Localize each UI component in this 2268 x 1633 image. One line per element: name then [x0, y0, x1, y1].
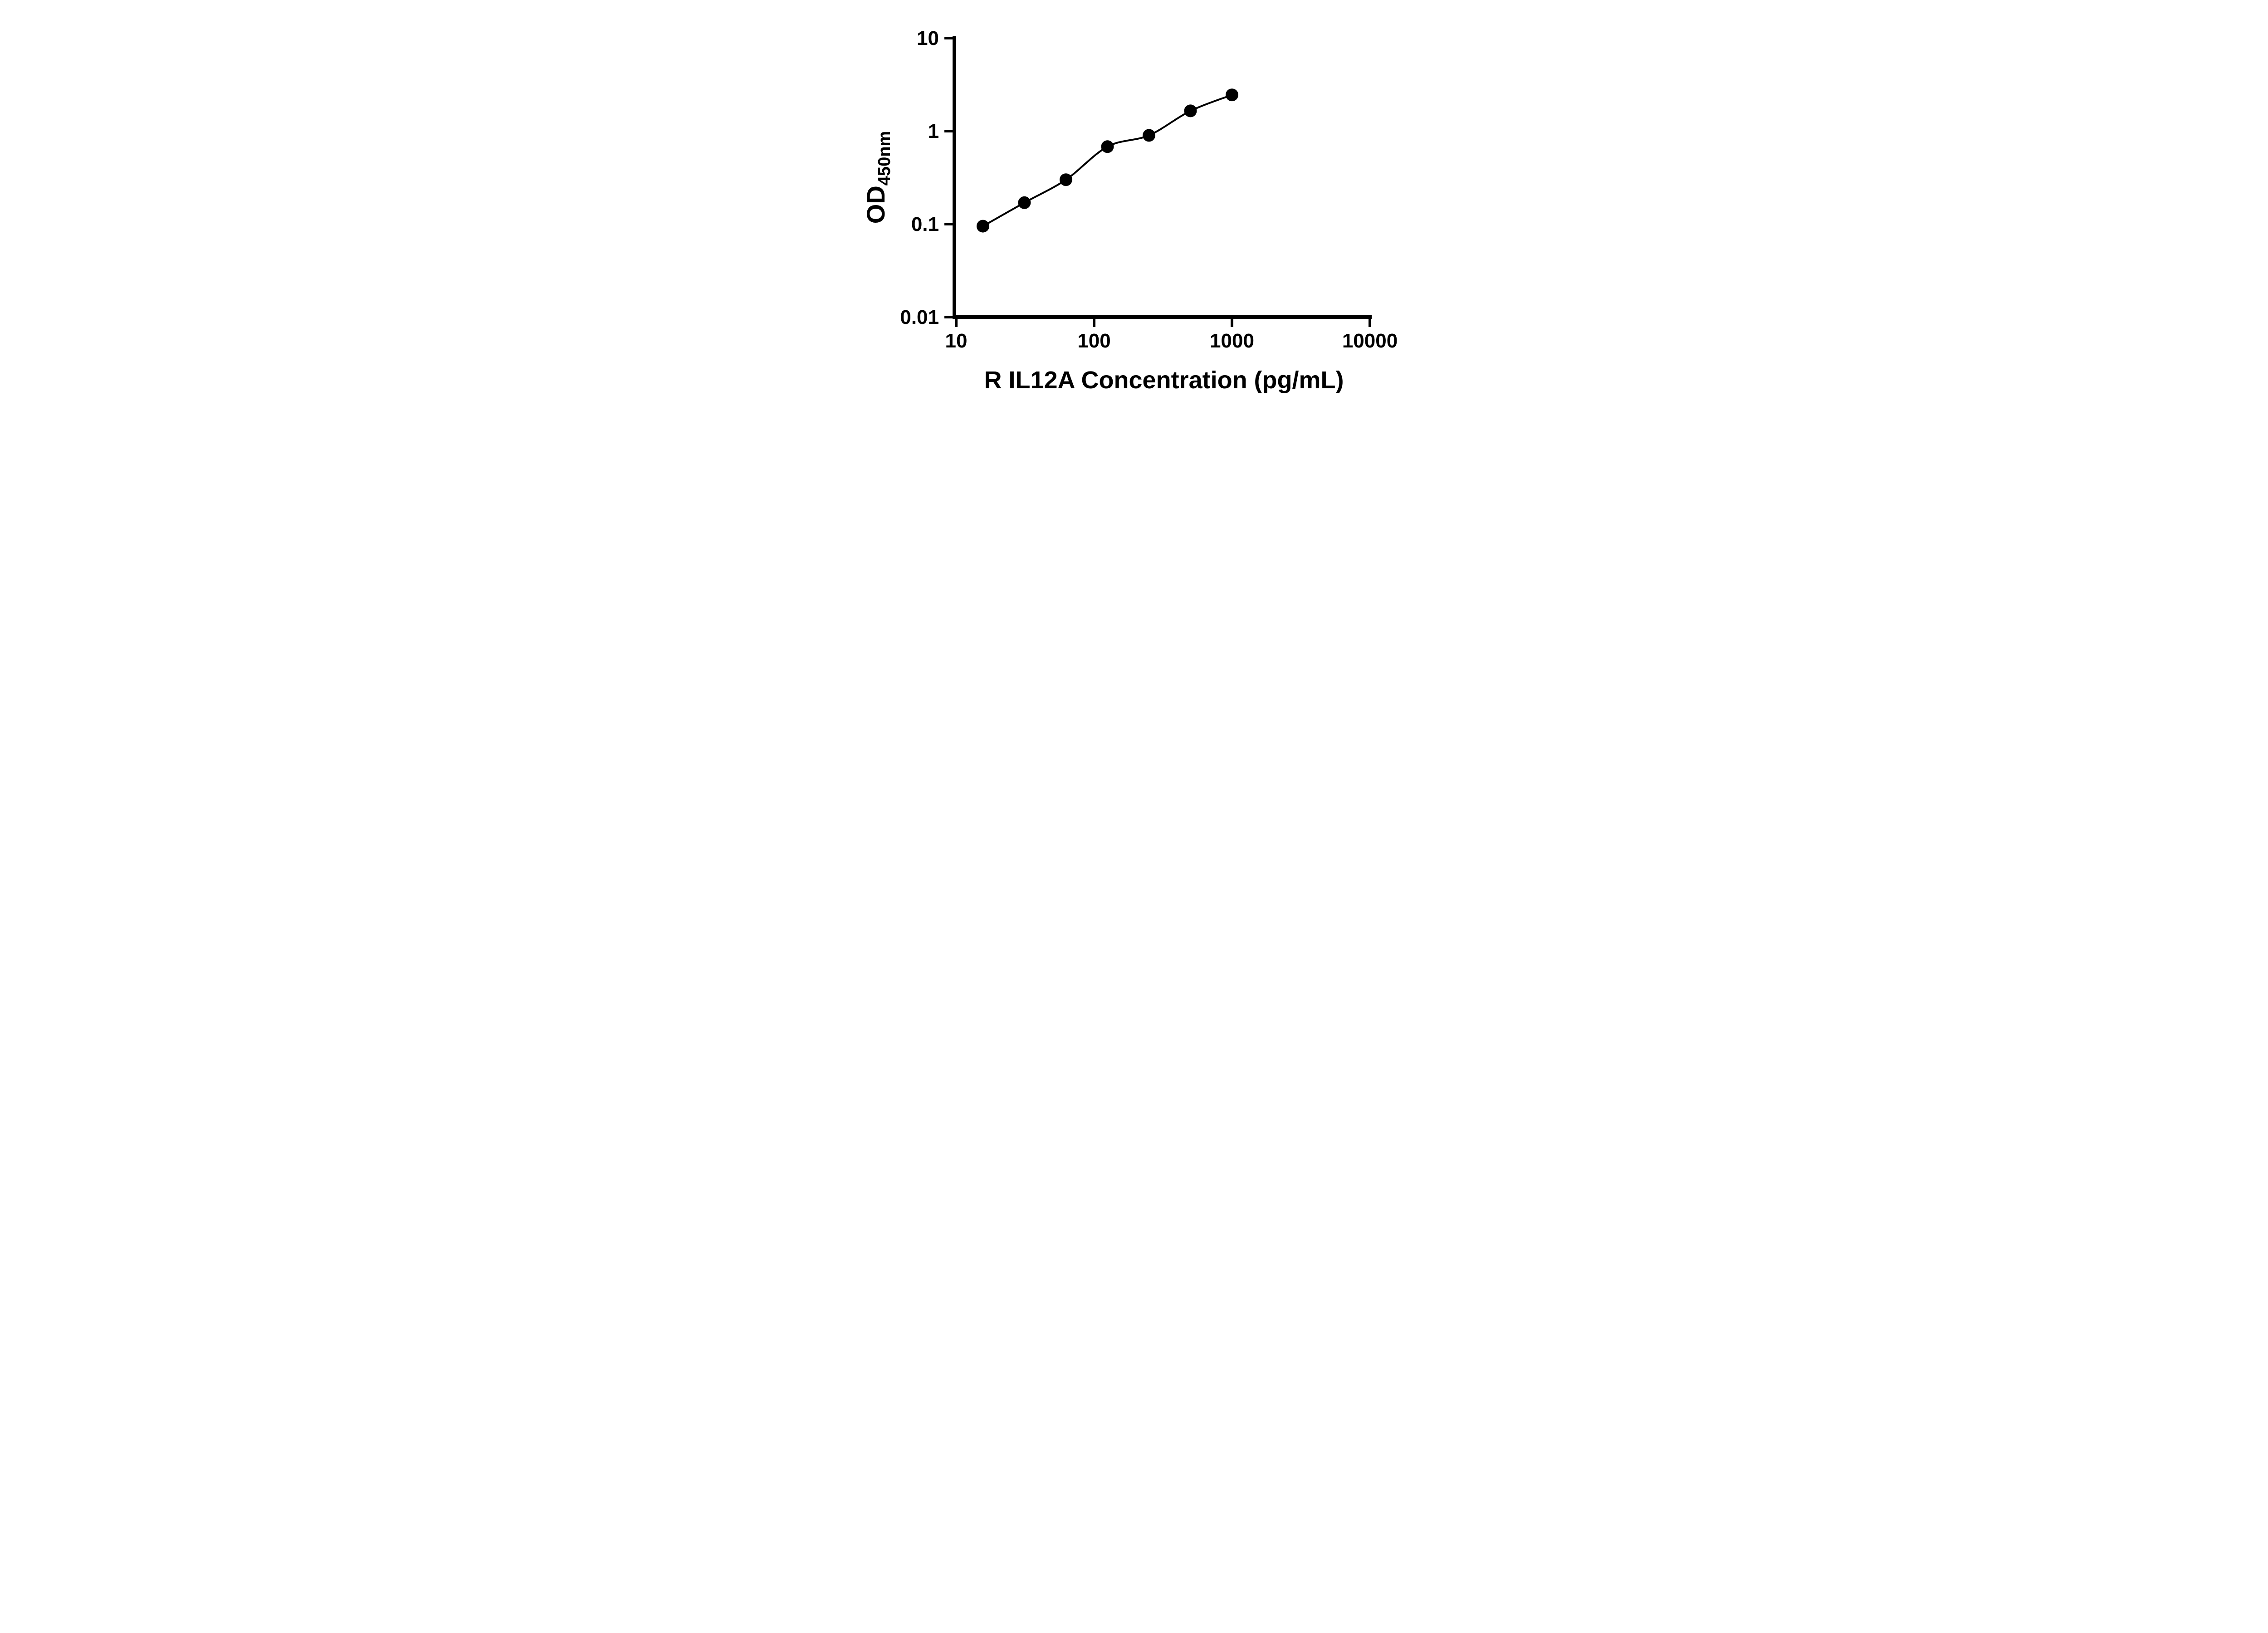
x-tick-label: 10000: [1342, 330, 1397, 352]
y-tick-label: 1: [928, 120, 938, 142]
y-axis-title: OD450nm: [861, 131, 894, 224]
y-axis-title-subscript: 450nm: [875, 131, 894, 186]
data-points: [976, 88, 1238, 233]
x-tick-label: 10: [945, 330, 967, 352]
x-axis-ticks: 10 100 1000 10000: [945, 319, 1398, 352]
data-point-marker: [1225, 88, 1238, 102]
y-tick-label: 10: [917, 27, 939, 49]
data-point-marker: [1059, 173, 1072, 186]
elisa-standard-curve-figure: 0.01 0.1 1 10 10 100 1000 10000 R IL12A Concen…: [842, 0, 1426, 408]
data-point-marker: [1184, 104, 1197, 117]
standard-curve-chart: 0.01 0.1 1 10 10 100 1000 10000 R IL12A Concen…: [861, 27, 1398, 394]
data-point-marker: [976, 220, 989, 233]
data-point-marker: [1017, 196, 1031, 209]
data-point-marker: [1142, 129, 1155, 142]
x-tick-label: 1000: [1210, 330, 1254, 352]
y-axis-ticks: 0.01 0.1 1 10: [900, 27, 953, 328]
data-point-marker: [1101, 140, 1114, 153]
y-tick-label: 0.1: [911, 213, 938, 235]
y-axis-title-main: OD: [861, 186, 890, 224]
x-tick-label: 100: [1077, 330, 1110, 352]
y-tick-label: 0.01: [900, 306, 939, 328]
x-axis-title: R IL12A Concentration (pg/mL): [984, 367, 1344, 394]
